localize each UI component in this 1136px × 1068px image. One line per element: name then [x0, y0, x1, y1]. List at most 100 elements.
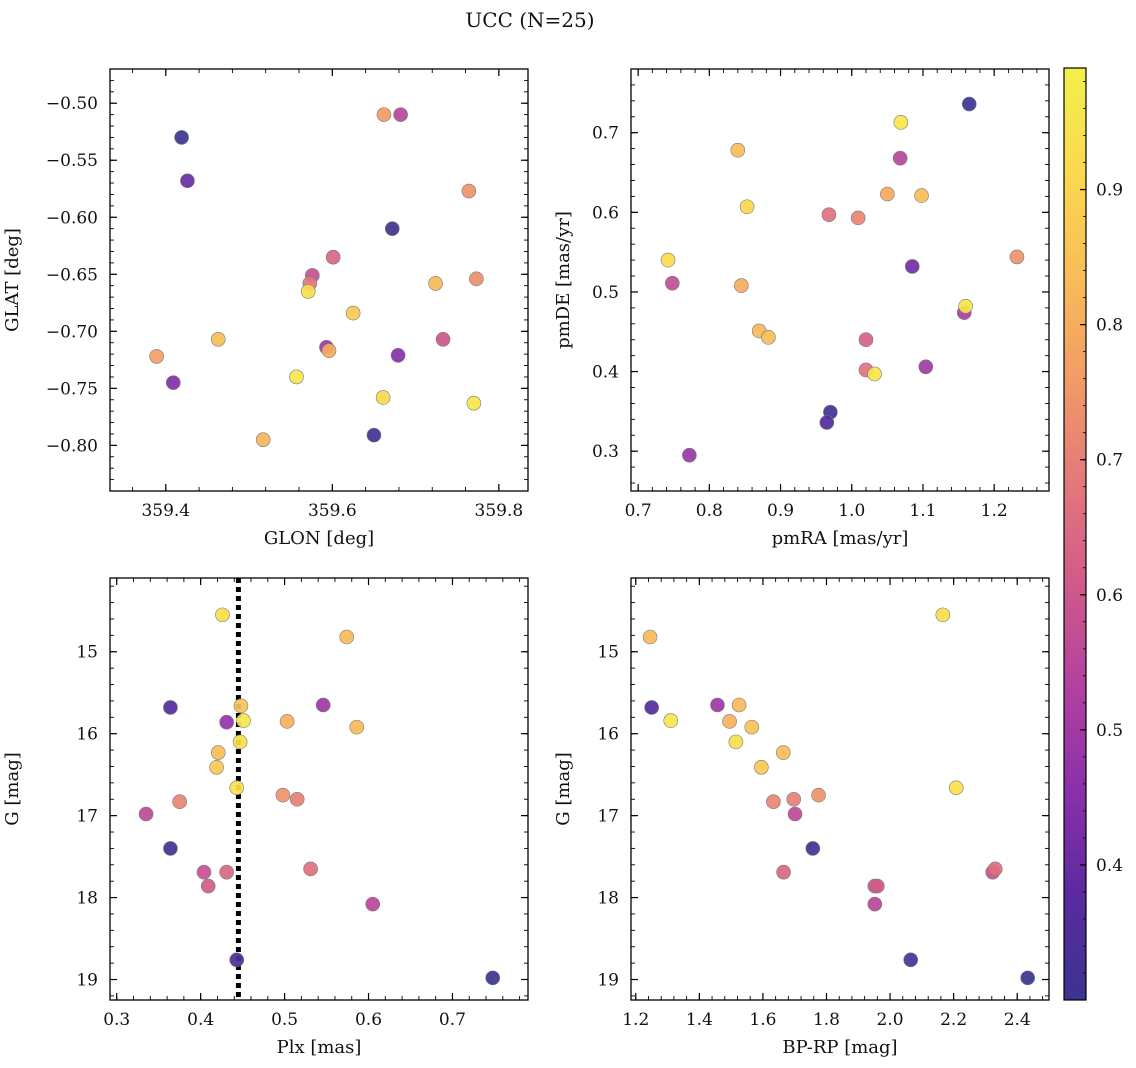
data-point [289, 369, 304, 385]
panel-bprp-g: 1.2 1.4 1.6 1.8 2.0 2.2 2.4 15 16 17 18 19 BP-RP [ma… [553, 577, 1050, 1058]
data-point [642, 629, 658, 645]
data-point [215, 607, 230, 623]
data-point [275, 787, 291, 803]
data-point [805, 841, 821, 856]
panel-pmra-pmde: 0.7 0.8 0.9 1.0 1.1 1.2 0.3 0.4 0.5 0.6 0.7 pmRA [m… [553, 68, 1050, 549]
data-point [209, 759, 224, 775]
data-point [867, 366, 882, 382]
y-tick-label: 15 [597, 643, 619, 663]
x-tick-label: 0.3 [103, 1010, 130, 1030]
data-point [428, 276, 443, 291]
x-tick-label: 0.6 [355, 1010, 382, 1030]
data-point [811, 787, 826, 803]
data-point [349, 719, 365, 735]
x-tick-label: 2.0 [877, 1010, 904, 1030]
data-point [300, 284, 316, 299]
data-point [315, 697, 331, 713]
y-tick-label: 19 [597, 971, 619, 991]
y-tick-label: 0.3 [592, 442, 619, 462]
y-tick-label: −0.75 [46, 379, 98, 399]
data-point [786, 791, 802, 807]
y-tick-label: −0.65 [46, 265, 98, 285]
colorbar-tick-label: 0.5 [1096, 721, 1123, 741]
axes-frame [630, 68, 1050, 492]
y-tick-label: −0.55 [46, 151, 98, 171]
y-tick-label: 0.7 [592, 124, 619, 144]
x-tick-label: 1.2 [981, 501, 1008, 521]
data-point [904, 259, 920, 274]
data-point [728, 734, 744, 750]
data-point [776, 864, 791, 880]
data-point [867, 896, 883, 912]
data-point [819, 415, 835, 430]
x-axis-label: GLON [deg] [264, 528, 374, 549]
y-tick-label: 16 [76, 725, 98, 745]
data-point [303, 861, 318, 877]
data-point [734, 278, 749, 293]
data-point [321, 343, 337, 359]
data-point [138, 806, 154, 822]
colorbar-tick-label: 0.8 [1096, 316, 1123, 336]
data-point [210, 332, 226, 347]
data-point [958, 298, 973, 314]
x-tick-label: 2.2 [940, 1010, 967, 1030]
data-point [345, 305, 361, 321]
x-tick-label: 1.8 [813, 1010, 840, 1030]
data-point [918, 359, 934, 375]
data-point [739, 199, 755, 215]
x-tick-label: 1.4 [686, 1010, 713, 1030]
colorbar-bar [1063, 67, 1087, 1001]
y-tick-label: 0.4 [592, 363, 619, 383]
data-point [163, 700, 178, 715]
x-tick-label: 359.8 [475, 501, 524, 521]
data-point [229, 780, 245, 796]
data-point [376, 107, 392, 122]
data-point [165, 375, 181, 390]
y-axis-label: G [mag] [553, 752, 574, 825]
y-tick-label: −0.80 [46, 436, 98, 456]
data-point [375, 390, 391, 405]
data-point [787, 806, 803, 822]
y-tick-label: 15 [76, 643, 98, 663]
data-point [744, 719, 760, 735]
data-point [892, 150, 908, 166]
data-point [766, 794, 781, 810]
data-point [196, 864, 212, 880]
x-tick-label: 0.7 [625, 501, 652, 521]
y-tick-label: −0.70 [46, 322, 98, 342]
data-point [961, 96, 977, 112]
data-point [255, 432, 271, 447]
axes-frame [630, 577, 1050, 1001]
data-point [987, 861, 1003, 877]
data-point [485, 970, 501, 986]
data-point [435, 332, 451, 347]
x-tick-label: 1.1 [909, 501, 936, 521]
colorbar-tick-label: 0.9 [1096, 181, 1123, 201]
x-tick-label: 0.4 [187, 1010, 214, 1030]
data-point [163, 841, 178, 856]
data-point [289, 791, 305, 807]
axes-frame [109, 68, 529, 492]
data-point [172, 794, 187, 810]
data-point [682, 447, 697, 463]
data-point [325, 249, 341, 265]
data-point [821, 207, 837, 223]
y-axis-label: G [mag] [2, 752, 23, 825]
data-point [233, 698, 249, 714]
y-tick-label: 17 [597, 807, 619, 827]
data-point [775, 745, 791, 760]
data-point [754, 759, 769, 775]
data-point [665, 275, 680, 291]
data-point [229, 952, 245, 968]
data-point [365, 896, 381, 912]
data-point [761, 330, 776, 345]
x-tick-label: 359.6 [308, 501, 357, 521]
figure-title: UCC (N=25) [465, 8, 594, 32]
x-tick-label: 0.8 [696, 501, 723, 521]
panel-glon-glat: 359.4 359.6 359.8 −0.50 −0.55 −0.60 −0.65 −0.70… [2, 68, 529, 549]
y-tick-label: 18 [76, 889, 98, 909]
colorbar-tick-label: 0.7 [1096, 451, 1123, 471]
y-axis-label: pmDE [mas/yr] [553, 211, 574, 349]
data-point [858, 332, 874, 348]
